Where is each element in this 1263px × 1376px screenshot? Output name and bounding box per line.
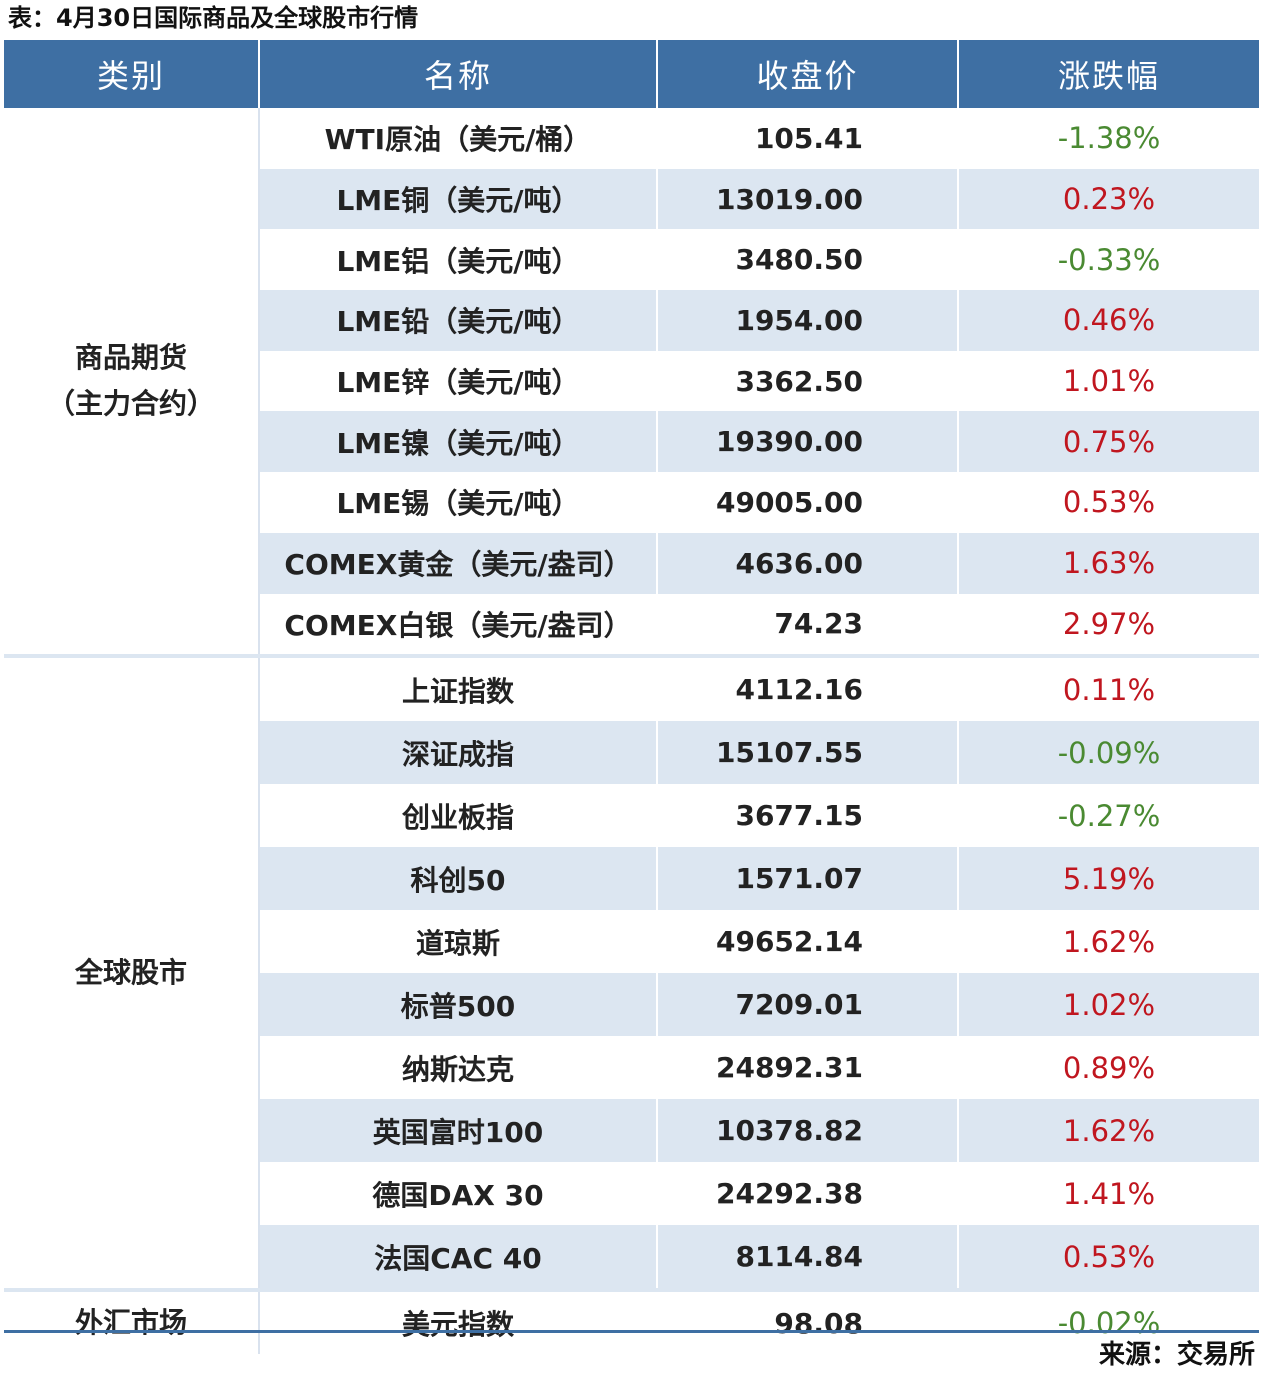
instrument-name: 法国CAC 40 (259, 1225, 658, 1291)
close-price: 8114.84 (657, 1225, 959, 1291)
table-row: 深证成指 15107.55 -0.09% (4, 721, 1259, 785)
instrument-name: 上证指数 (259, 654, 658, 722)
change-percent: 0.75% (958, 411, 1259, 473)
change-percent: 5.19% (958, 847, 1259, 911)
instrument-name: LME铜（美元/吨） (259, 168, 658, 230)
instrument-name: COMEX黄金（美元/盎司） (259, 532, 658, 594)
close-price: 1954.00 (657, 290, 959, 351)
close-price: 98.08 (657, 1288, 959, 1355)
change-percent: 0.46% (958, 290, 1259, 351)
close-price: 24892.31 (657, 1036, 959, 1100)
instrument-name: 美元指数 (259, 1288, 658, 1355)
change-percent: 1.62% (958, 1099, 1259, 1163)
change-percent: 2.97% (958, 593, 1259, 657)
instrument-name: 标普500 (259, 973, 658, 1037)
table-row: LME铜（美元/吨） 13019.00 0.23% (4, 168, 1259, 230)
change-percent: 1.01% (958, 350, 1259, 412)
header-change: 涨跌幅 (958, 40, 1259, 108)
change-percent: -1.38% (958, 108, 1259, 169)
category-cell: 外汇市场 (4, 1288, 260, 1355)
close-price: 13019.00 (657, 168, 959, 230)
instrument-name: LME锡（美元/吨） (259, 472, 658, 533)
instrument-name: 纳斯达克 (259, 1036, 658, 1100)
table-row: 创业板指 3677.15 -0.27% (4, 784, 1259, 848)
table-row: 道琼斯 49652.14 1.62% (4, 910, 1259, 974)
table-row: LME镍（美元/吨） 19390.00 0.75% (4, 411, 1259, 473)
table-row: LME锡（美元/吨） 49005.00 0.53% (4, 472, 1259, 533)
instrument-name: 道琼斯 (259, 910, 658, 974)
instrument-name: 英国富时100 (259, 1099, 658, 1163)
table-row: LME铝（美元/吨） 3480.50 -0.33% (4, 229, 1259, 291)
instrument-name: 深证成指 (259, 721, 658, 785)
instrument-name: 德国DAX 30 (259, 1162, 658, 1226)
table-caption: 表：4月30日国际商品及全球股市行情 (8, 4, 419, 32)
table-row: COMEX黄金（美元/盎司） 4636.00 1.63% (4, 532, 1259, 594)
category-cell: 商品期货 （主力合约） (4, 108, 260, 657)
table-row: 德国DAX 30 24292.38 1.41% (4, 1162, 1259, 1226)
market-table: 类别 名称 收盘价 涨跌幅 商品期货 （主力合约） WTI原油（美元/桶） 105.4… (4, 40, 1259, 1355)
instrument-name: WTI原油（美元/桶） (259, 108, 658, 169)
close-price: 3677.15 (657, 784, 959, 848)
category-cell: 全球股市 (4, 654, 260, 1291)
header-category: 类别 (4, 40, 260, 108)
close-price: 4112.16 (657, 654, 959, 722)
table-row: COMEX白银（美元/盎司） 74.23 2.97% (4, 593, 1259, 657)
close-price: 10378.82 (657, 1099, 959, 1163)
table-row: 商品期货 （主力合约） WTI原油（美元/桶） 105.41 -1.38% (4, 108, 1259, 657)
change-percent: 1.62% (958, 910, 1259, 974)
close-price: 4636.00 (657, 532, 959, 594)
close-price: 74.23 (657, 593, 959, 657)
close-price: 15107.55 (657, 721, 959, 785)
close-price: 24292.38 (657, 1162, 959, 1226)
change-percent: -0.27% (958, 784, 1259, 848)
category-sublabel: （主力合约） (46, 387, 215, 421)
change-percent: -0.09% (958, 721, 1259, 785)
close-price: 49005.00 (657, 472, 959, 533)
header-close: 收盘价 (657, 40, 959, 108)
change-percent: 1.63% (958, 532, 1259, 594)
instrument-name: 科创50 (259, 847, 658, 911)
table-row: 全球股市 上证指数 4112.16 0.11% (4, 654, 1259, 1291)
header-name: 名称 (259, 40, 658, 108)
change-percent: 0.89% (958, 1036, 1259, 1100)
change-percent: -0.02% (958, 1288, 1259, 1355)
table-row: 法国CAC 40 8114.84 0.53% (4, 1225, 1259, 1291)
close-price: 3362.50 (657, 350, 959, 412)
table-row: LME锌（美元/吨） 3362.50 1.01% (4, 350, 1259, 412)
close-price: 49652.14 (657, 910, 959, 974)
change-percent: 0.23% (958, 168, 1259, 230)
instrument-name: COMEX白银（美元/盎司） (259, 593, 658, 657)
close-price: 1571.07 (657, 847, 959, 911)
table-row: 英国富时100 10378.82 1.62% (4, 1099, 1259, 1163)
change-percent: 1.41% (958, 1162, 1259, 1226)
category-label: 全球股市 (74, 956, 187, 990)
table-row: 标普500 7209.01 1.02% (4, 973, 1259, 1037)
change-percent: -0.33% (958, 229, 1259, 291)
table-row: LME铅（美元/吨） 1954.00 0.46% (4, 290, 1259, 351)
change-percent: 0.53% (958, 472, 1259, 533)
instrument-name: LME镍（美元/吨） (259, 411, 658, 473)
instrument-name: LME铅（美元/吨） (259, 290, 658, 351)
category-label: 商品期货 (74, 341, 187, 375)
close-price: 7209.01 (657, 973, 959, 1037)
header-row: 类别 名称 收盘价 涨跌幅 (4, 40, 1259, 108)
category-label: 外汇市场 (74, 1306, 187, 1340)
table-row: 外汇市场 美元指数 98.08 -0.02% (4, 1288, 1259, 1355)
change-percent: 1.02% (958, 973, 1259, 1037)
close-price: 19390.00 (657, 411, 959, 473)
close-price: 105.41 (657, 108, 959, 169)
instrument-name: LME铝（美元/吨） (259, 229, 658, 291)
change-percent: 0.11% (958, 654, 1259, 722)
change-percent: 0.53% (958, 1225, 1259, 1291)
close-price: 3480.50 (657, 229, 959, 291)
table-body: 商品期货 （主力合约） WTI原油（美元/桶） 105.41 -1.38% LME铜（美元… (4, 108, 1259, 1355)
instrument-name: 创业板指 (259, 784, 658, 848)
table-row: 科创50 1571.07 5.19% (4, 847, 1259, 911)
source-note: 来源：交易所 (1098, 1340, 1255, 1370)
instrument-name: LME锌（美元/吨） (259, 350, 658, 412)
table-row: 纳斯达克 24892.31 0.89% (4, 1036, 1259, 1100)
table-bottom-rule (4, 1330, 1259, 1333)
